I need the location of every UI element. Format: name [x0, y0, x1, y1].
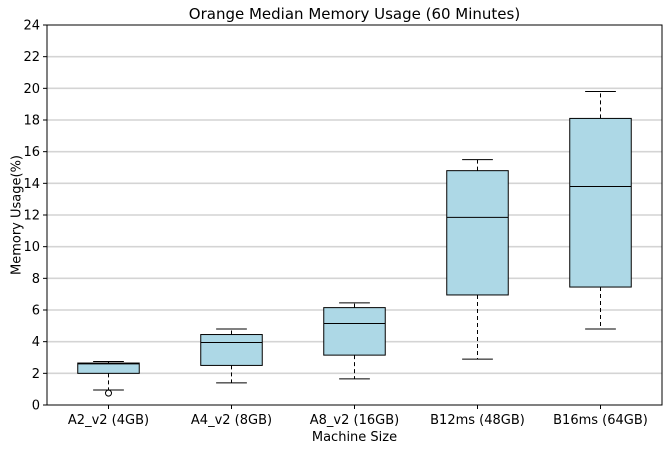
y-tick-label: 8: [32, 272, 40, 287]
y-tick-label: 6: [32, 304, 40, 319]
box-1: [77, 360, 140, 397]
x-tick-label: B12ms (48GB): [430, 413, 525, 428]
grid-layer: [47, 55, 662, 375]
chart-title: Orange Median Memory Usage (60 Minutes): [189, 5, 520, 23]
x-axis: A2_v2 (4GB) A4_v2 (8GB) A8_v2 (16GB) B12ms …: [68, 405, 648, 428]
box-3: [323, 302, 386, 380]
box-body: [200, 334, 263, 366]
y-tick-label: 20: [23, 82, 40, 97]
box-5: [569, 91, 632, 330]
y-tick-label: 14: [23, 177, 40, 192]
y-tick-label: 0: [32, 399, 40, 414]
box-body: [77, 362, 140, 374]
y-tick-label: 18: [23, 114, 40, 129]
box-body: [446, 170, 509, 296]
x-tick-label: A4_v2 (8GB): [191, 413, 272, 428]
box-4: [446, 159, 509, 360]
y-axis-label: Memory Usage(%): [10, 155, 25, 275]
x-axis-label: Machine Size: [312, 430, 397, 445]
y-tick-label: 10: [23, 240, 40, 255]
y-tick-label: 22: [23, 50, 40, 65]
x-tick-label: A2_v2 (4GB): [68, 413, 149, 428]
x-tick-label: B16ms (64GB): [553, 413, 648, 428]
x-tick-label: A8_v2 (16GB): [310, 413, 399, 428]
y-tick-label: 16: [23, 145, 40, 160]
box-body: [323, 307, 386, 356]
outlier-point: [105, 389, 112, 397]
box-layer: [77, 91, 632, 397]
y-tick-label: 4: [32, 335, 40, 350]
y-tick-label: 24: [23, 19, 40, 34]
box-2: [200, 328, 263, 384]
y-tick-label: 2: [32, 367, 40, 382]
box-body: [569, 117, 632, 288]
y-tick-label: 12: [23, 209, 40, 224]
